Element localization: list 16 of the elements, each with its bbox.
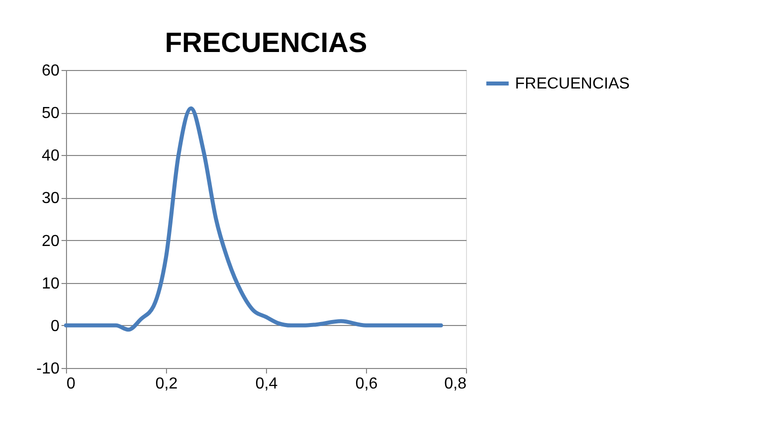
- y-tick-label: 10: [42, 275, 60, 292]
- x-tick-label: 0,6: [355, 376, 378, 392]
- x-tick-label: 0,2: [155, 376, 178, 392]
- y-tick-label: 40: [42, 148, 60, 165]
- y-tick-label: -10: [36, 360, 60, 378]
- x-tick-label: 0: [66, 376, 76, 392]
- x-tick-label: 0,4: [255, 376, 278, 392]
- y-tick-label: 0: [50, 318, 60, 335]
- y-tick-label: 50: [42, 105, 60, 122]
- line-series: [64, 106, 443, 332]
- y-tick-label: 30: [42, 190, 60, 208]
- y-tick-label: 60: [42, 62, 60, 80]
- chart-title: FRECUENCIAS: [164, 27, 368, 58]
- y-tick-label: 20: [42, 232, 60, 250]
- x-tick-label: 0,8: [444, 376, 467, 392]
- legend-label: FRECUENCIAS: [515, 76, 630, 92]
